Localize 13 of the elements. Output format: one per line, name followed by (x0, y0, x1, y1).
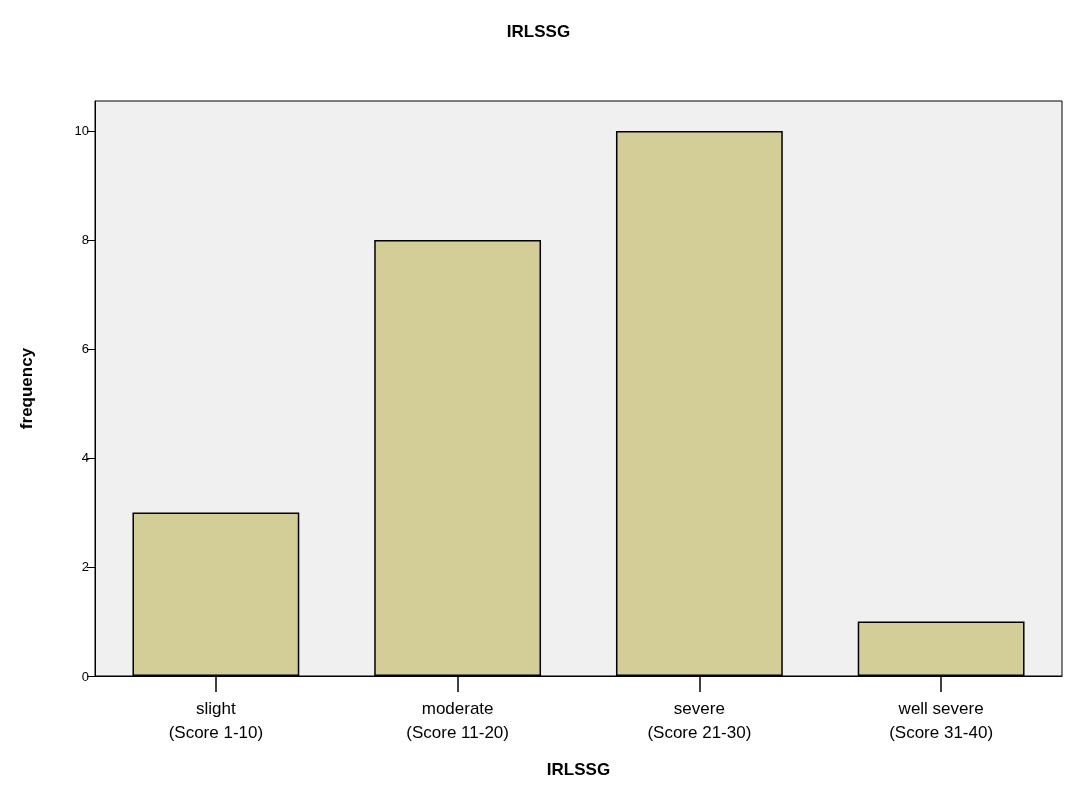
y-axis-title: frequency (17, 347, 36, 430)
x-tick-label: slight (Score 1-10) (168, 698, 264, 742)
x-tick-label: severe (Score 21-30) (647, 698, 752, 742)
y-tick-label: 0 (81, 668, 89, 684)
y-tick-label: 10 (74, 123, 89, 139)
y-tick-label: 6 (81, 341, 89, 357)
y-tick-label: 8 (81, 232, 89, 248)
x-tick-label: moderate (Score 11-20) (406, 698, 509, 742)
x-tick-label: well severe (Score 31-40) (889, 698, 994, 742)
y-tick-label: 2 (81, 559, 89, 575)
chart-title: IRLSSG (506, 22, 571, 41)
y-tick-label: 4 (81, 450, 89, 466)
x-axis-title: IRLSSG (546, 760, 611, 779)
